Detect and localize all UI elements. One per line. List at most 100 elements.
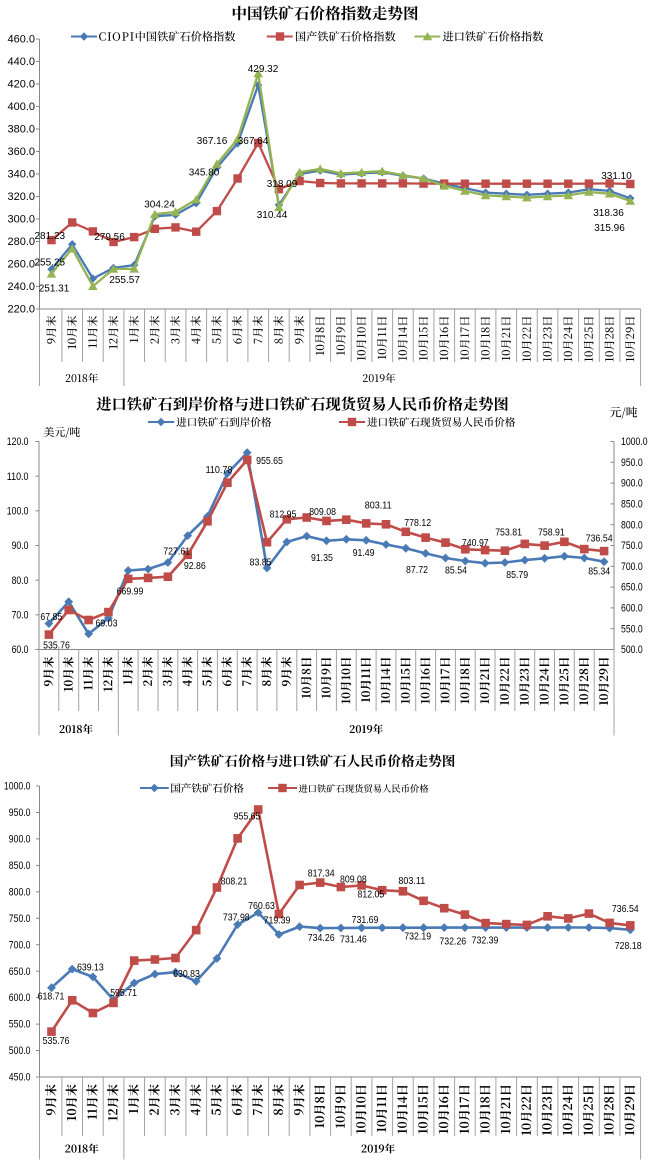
svg-text:280.0: 280.0 — [7, 236, 35, 248]
svg-text:380.0: 380.0 — [7, 124, 35, 136]
svg-text:320.0: 320.0 — [7, 191, 35, 203]
svg-text:500.0: 500.0 — [9, 1045, 31, 1057]
svg-text:331.10: 331.10 — [601, 171, 632, 182]
svg-text:800.0: 800.0 — [621, 519, 643, 531]
svg-text:955.65: 955.65 — [234, 812, 261, 823]
svg-text:728.18: 728.18 — [615, 941, 642, 952]
svg-text:304.24: 304.24 — [144, 200, 175, 211]
svg-text:758.91: 758.91 — [538, 528, 565, 539]
svg-text:732.26: 732.26 — [439, 937, 466, 948]
svg-text:400.0: 400.0 — [7, 101, 35, 113]
svg-text:737.98: 737.98 — [223, 913, 250, 924]
svg-text:367.64: 367.64 — [238, 136, 269, 147]
svg-text:367.16: 367.16 — [197, 136, 228, 147]
svg-text:85.34: 85.34 — [588, 567, 610, 578]
svg-text:731.46: 731.46 — [340, 935, 367, 946]
svg-text:91.49: 91.49 — [353, 548, 375, 559]
svg-text:732.19: 732.19 — [404, 932, 431, 943]
svg-text:85.79: 85.79 — [506, 570, 528, 581]
svg-text:719.39: 719.39 — [264, 916, 291, 927]
svg-text:450.0: 450.0 — [9, 1072, 31, 1084]
svg-text:80.0: 80.0 — [12, 575, 29, 587]
svg-text:315.96: 315.96 — [594, 223, 625, 234]
svg-text:731.69: 731.69 — [352, 915, 379, 926]
svg-text:950.0: 950.0 — [9, 807, 31, 819]
svg-text:753.81: 753.81 — [495, 528, 522, 539]
svg-text:734.26: 734.26 — [308, 933, 335, 944]
svg-text:900.0: 900.0 — [621, 478, 643, 490]
svg-text:251.31: 251.31 — [39, 284, 70, 295]
svg-text:92.86: 92.86 — [184, 561, 206, 572]
svg-text:850.0: 850.0 — [9, 860, 31, 872]
svg-text:550.0: 550.0 — [9, 1019, 31, 1031]
svg-text:281.23: 281.23 — [35, 231, 66, 242]
svg-text:595.71: 595.71 — [110, 988, 137, 999]
svg-text:429.32: 429.32 — [248, 64, 279, 75]
svg-text:812.95: 812.95 — [270, 510, 297, 521]
svg-text:809.08: 809.08 — [340, 875, 367, 886]
svg-text:91.35: 91.35 — [311, 553, 333, 564]
svg-text:850.0: 850.0 — [621, 499, 643, 511]
svg-text:740.97: 740.97 — [462, 538, 489, 549]
svg-text:70.0: 70.0 — [12, 609, 29, 621]
svg-text:110.0: 110.0 — [7, 471, 29, 483]
svg-text:760.63: 760.63 — [248, 901, 275, 912]
svg-text:255.25: 255.25 — [35, 258, 66, 269]
svg-text:732.39: 732.39 — [472, 936, 499, 947]
svg-text:808.21: 808.21 — [221, 877, 248, 888]
svg-text:736.54: 736.54 — [612, 904, 639, 915]
svg-text:110.78: 110.78 — [206, 465, 233, 476]
svg-text:630.83: 630.83 — [173, 969, 200, 980]
svg-text:535.76: 535.76 — [43, 641, 70, 652]
svg-text:600.0: 600.0 — [621, 603, 643, 615]
svg-text:310.44: 310.44 — [257, 210, 288, 221]
svg-text:67.85: 67.85 — [40, 612, 62, 623]
svg-text:700.0: 700.0 — [9, 939, 31, 951]
svg-text:120.0: 120.0 — [7, 436, 29, 448]
svg-text:950.0: 950.0 — [621, 457, 643, 469]
svg-text:360.0: 360.0 — [7, 146, 35, 158]
svg-text:260.0: 260.0 — [7, 259, 35, 271]
svg-text:1000.0: 1000.0 — [621, 436, 648, 448]
svg-text:778.12: 778.12 — [404, 518, 431, 529]
svg-text:535.76: 535.76 — [43, 1036, 70, 1047]
svg-text:817.34: 817.34 — [308, 869, 335, 880]
svg-text:809.08: 809.08 — [309, 507, 336, 518]
svg-text:220.0: 220.0 — [7, 304, 35, 316]
svg-text:727.61: 727.61 — [163, 547, 190, 558]
svg-text:618.71: 618.71 — [38, 992, 65, 1003]
svg-text:700.0: 700.0 — [621, 561, 643, 573]
svg-text:69.03: 69.03 — [96, 619, 118, 630]
svg-text:955.65: 955.65 — [256, 456, 283, 467]
svg-text:340.0: 340.0 — [7, 169, 35, 181]
svg-text:550.0: 550.0 — [621, 623, 643, 635]
svg-text:1000.0: 1000.0 — [4, 781, 31, 793]
svg-text:60.0: 60.0 — [12, 644, 29, 656]
svg-text:420.0: 420.0 — [7, 79, 35, 91]
svg-text:100.0: 100.0 — [7, 505, 29, 517]
svg-text:803.11: 803.11 — [365, 500, 392, 511]
svg-text:500.0: 500.0 — [621, 644, 643, 656]
svg-text:85.54: 85.54 — [445, 566, 467, 577]
svg-text:255.57: 255.57 — [109, 275, 140, 286]
svg-text:900.0: 900.0 — [9, 834, 31, 846]
svg-text:800.0: 800.0 — [9, 886, 31, 898]
svg-text:750.0: 750.0 — [9, 913, 31, 925]
svg-text:318.09: 318.09 — [267, 179, 298, 190]
svg-text:83.85: 83.85 — [250, 558, 272, 569]
svg-text:803.11: 803.11 — [398, 876, 425, 887]
svg-text:87.72: 87.72 — [406, 565, 428, 576]
svg-text:240.0: 240.0 — [7, 281, 35, 293]
svg-text:650.0: 650.0 — [9, 966, 31, 978]
svg-text:90.0: 90.0 — [12, 540, 29, 552]
svg-text:440.0: 440.0 — [7, 56, 35, 68]
svg-text:812.05: 812.05 — [358, 890, 385, 901]
svg-text:460.0: 460.0 — [7, 34, 35, 46]
svg-text:736.54: 736.54 — [586, 534, 613, 545]
svg-text:345.80: 345.80 — [189, 168, 220, 179]
svg-text:750.0: 750.0 — [621, 540, 643, 552]
svg-text:600.0: 600.0 — [9, 992, 31, 1004]
svg-text:279.56: 279.56 — [94, 232, 125, 243]
svg-text:639.13: 639.13 — [77, 963, 104, 974]
svg-text:669.99: 669.99 — [117, 587, 144, 598]
